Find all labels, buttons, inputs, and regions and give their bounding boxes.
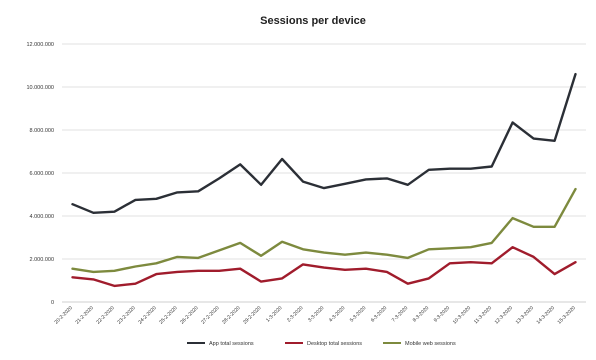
x-tick-label: 21-2-2020 (74, 305, 95, 326)
x-tick-label: 20-2-2020 (54, 305, 75, 326)
x-tick-label: 2-3-2020 (286, 305, 305, 324)
legend-label: Desktop total sessions (307, 341, 362, 347)
x-tick-label: 13-3-2020 (515, 305, 536, 326)
x-tick-label: 25-2-2020 (158, 305, 179, 326)
legend-item: Mobile web sessions (383, 341, 456, 347)
legend-item: App total sessions (187, 341, 254, 347)
legend-label: Mobile web sessions (405, 341, 456, 347)
series-line-2 (71, 245, 577, 288)
y-tick-label: 8.000.000 (30, 128, 54, 134)
y-tick-label: 2.000.000 (30, 257, 54, 263)
x-tick-label: 22-2-2020 (95, 305, 116, 326)
x-tick-label: 5-3-2020 (349, 305, 368, 324)
y-tick-label: 12.000.000 (26, 42, 54, 48)
x-tick-label: 14-3-2020 (536, 305, 557, 326)
x-tick-label: 24-2-2020 (137, 305, 158, 326)
legend-item: Desktop total sessions (285, 341, 362, 347)
series-line-3 (71, 187, 577, 274)
x-tick-label: 11-3-2020 (473, 305, 493, 325)
gridlines (62, 43, 586, 303)
x-tick-label: 8-3-2020 (412, 305, 431, 324)
x-tick-label: 9-3-2020 (433, 305, 452, 324)
x-tick-label: 23-2-2020 (116, 305, 137, 326)
x-tick-label: 15-3-2020 (557, 305, 578, 326)
chart-title: Sessions per device (260, 15, 366, 27)
y-tick-label: 10.000.000 (26, 85, 54, 91)
x-tick-label: 7-3-2020 (391, 305, 410, 324)
series-line-1 (71, 72, 577, 215)
x-tick-label: 10-3-2020 (452, 305, 473, 326)
x-tick-label: 6-3-2020 (370, 305, 389, 324)
x-tick-label: 3-3-2020 (307, 305, 326, 324)
y-tick-label: 6.000.000 (30, 171, 54, 177)
x-tick-label: 29-2-2020 (242, 305, 263, 326)
x-tick-label: 27-2-2020 (200, 305, 221, 326)
x-tick-label: 4-3-2020 (328, 305, 347, 324)
legend-label: App total sessions (209, 341, 254, 347)
legend: App total sessions Desktop total sessions… (187, 341, 456, 347)
y-axis: 0 2.000.000 4.000.000 6.000.000 8.000.000 10.… (26, 42, 54, 306)
x-tick-label: 26-2-2020 (179, 305, 200, 326)
x-tick-label: 1-3-2020 (265, 305, 284, 324)
y-tick-label: 4.000.000 (30, 214, 54, 220)
x-axis: 20-2-2020 21-2-2020 22-2-2020 23-2-2020 24-2… (54, 305, 578, 326)
x-tick-label: 28-2-2020 (221, 305, 242, 326)
series-lines (71, 72, 577, 288)
y-tick-label: 0 (51, 300, 54, 306)
x-tick-label: 12-3-2020 (494, 305, 515, 326)
